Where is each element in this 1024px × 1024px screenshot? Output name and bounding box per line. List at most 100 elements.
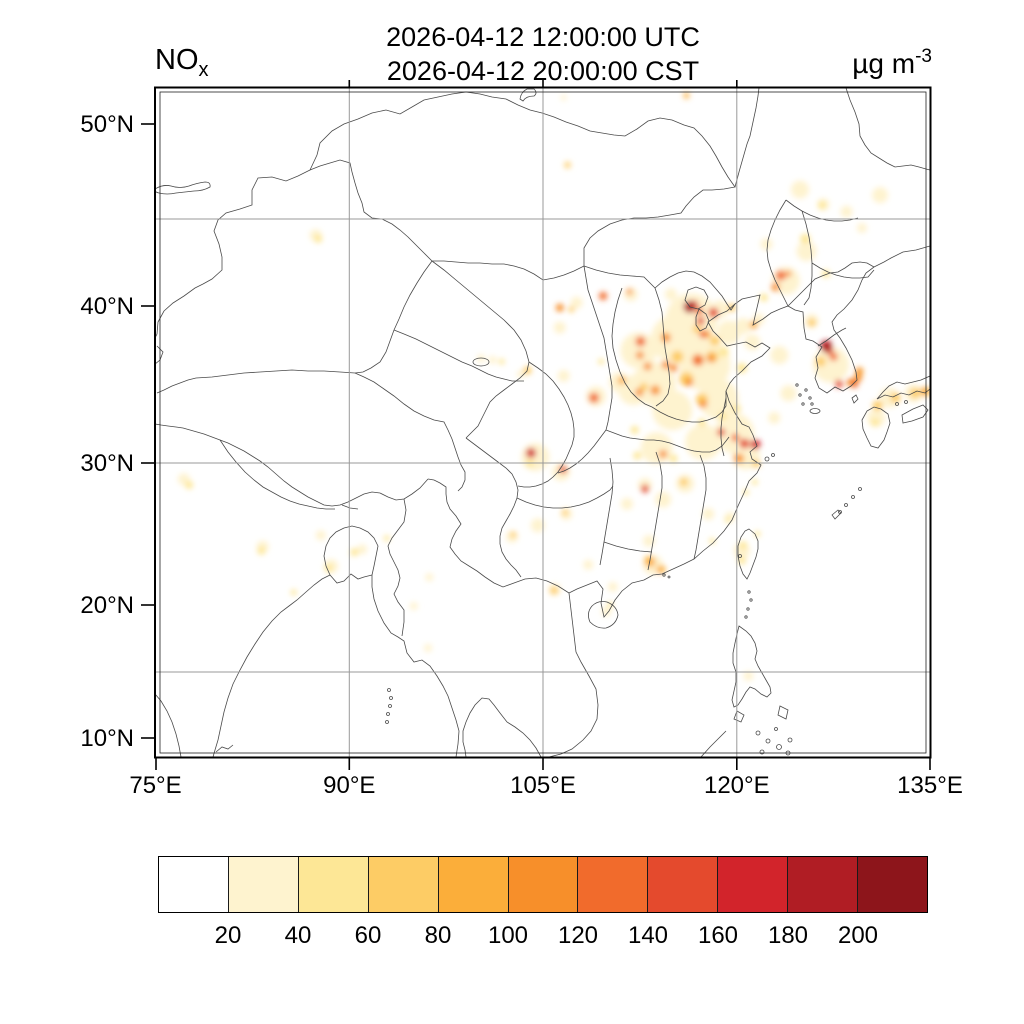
heat-blob <box>517 370 525 379</box>
border-russia-ne <box>734 88 930 188</box>
heat-blob <box>692 325 701 334</box>
colorbar-segment <box>437 857 508 912</box>
latlon-gridlines <box>155 88 930 757</box>
heat-blob <box>759 293 768 302</box>
colorbar-tick-label: 180 <box>767 922 809 949</box>
border-himalaya <box>156 423 429 507</box>
coastline-india-west <box>156 694 182 757</box>
heat-blob <box>724 516 731 523</box>
border-hebei-north <box>583 265 736 311</box>
heat-blob <box>642 535 655 547</box>
heat-blob <box>669 364 678 372</box>
colorbar-segment <box>577 857 648 912</box>
border-bangladesh <box>323 525 379 576</box>
colorbar-segment <box>717 857 788 912</box>
heat-blob <box>589 392 599 403</box>
heat-blob <box>685 378 693 387</box>
y-axis-labels: 50°N 40°N 30°N 20°N 10°N <box>80 111 134 752</box>
colorbar-tick-label: 120 <box>557 922 599 949</box>
heat-blob <box>872 400 883 411</box>
heat-blob <box>290 589 297 596</box>
island-jeju <box>809 408 821 414</box>
heat-blob <box>639 382 648 391</box>
heat-blob <box>633 451 642 460</box>
heat-blob <box>324 564 333 573</box>
border-shaanxi-west <box>583 265 613 431</box>
border-xinjiang-tibet <box>156 260 433 394</box>
heat-blob <box>659 450 668 459</box>
heat-blob <box>731 433 740 442</box>
heat-blob <box>743 671 754 681</box>
heat-blob <box>742 489 749 496</box>
heat-blob <box>656 565 665 574</box>
heat-blob <box>857 223 867 233</box>
heat-blob <box>315 530 326 541</box>
heat-blob <box>910 388 920 399</box>
colorbar-tick-label: 20 <box>214 922 242 949</box>
species-subscript: x <box>198 59 209 81</box>
heat-blob <box>872 187 889 204</box>
colorbar-segment <box>227 857 298 912</box>
x-axis-labels: 75°E 90°E 105°E 120°E 135°E <box>129 772 962 799</box>
heat-blob <box>718 347 729 357</box>
lake-balkhash <box>156 181 211 195</box>
x-tick-label: 75°E <box>129 772 181 799</box>
units-label: µg m-3 <box>852 46 932 79</box>
heat-blob <box>737 556 746 565</box>
heat-blob <box>598 358 605 365</box>
colorbar-segment <box>647 857 718 912</box>
heat-blob <box>683 92 690 99</box>
heat-blob <box>780 385 797 402</box>
heat-blob <box>815 356 826 367</box>
coastline-palk <box>215 744 234 753</box>
heat-blob <box>383 535 390 542</box>
border-hunan-guizhou <box>599 457 614 566</box>
heat-blob <box>696 317 705 325</box>
border-nepal <box>219 439 359 510</box>
heat-blob <box>890 392 901 403</box>
heat-blob <box>734 453 742 462</box>
colorbar-tick-label: 100 <box>487 922 529 949</box>
heat-blob <box>643 362 652 371</box>
heat-blob <box>735 318 752 334</box>
heat-blob <box>601 606 612 617</box>
heat-blob <box>760 238 773 251</box>
heat-blob <box>752 459 761 468</box>
heat-blob <box>717 320 741 345</box>
coastline-mainland <box>548 245 930 757</box>
colorbar-tick-label: 40 <box>284 922 312 949</box>
heat-blob <box>751 479 758 486</box>
x-tick-label: 120°E <box>704 772 770 799</box>
colorbar <box>158 856 928 913</box>
border-jiangsu-anhui <box>720 397 727 457</box>
heat-blob <box>796 241 817 262</box>
heat-blob <box>699 400 708 408</box>
heat-blob <box>599 292 608 300</box>
heat-blob <box>640 432 673 465</box>
x-tick-label: 105°E <box>510 772 576 799</box>
heat-blob <box>834 379 843 388</box>
colorbar-tick-label: 60 <box>354 922 382 949</box>
island-tsushima <box>851 394 859 404</box>
heat-blob <box>424 644 432 652</box>
island-shikoku <box>901 404 929 424</box>
heat-blob <box>850 379 859 388</box>
heat-blob <box>555 303 564 312</box>
heat-blob <box>425 573 434 582</box>
heat-blob <box>813 346 849 383</box>
heat-blob <box>510 531 517 538</box>
island-taiwan <box>737 528 759 580</box>
island-hainan <box>588 601 619 629</box>
lake-qinghai <box>472 357 490 367</box>
heat-blob <box>635 336 646 347</box>
heat-blob <box>679 478 688 487</box>
heat-blob <box>617 376 626 385</box>
border-qinghai <box>393 329 524 382</box>
island-palawan <box>700 730 727 757</box>
heat-blob <box>871 418 879 427</box>
border-assam <box>387 498 407 637</box>
heat-blob <box>526 448 536 458</box>
x-tick-label: 135°E <box>897 772 963 799</box>
colorbar-tick-label: 80 <box>424 922 452 949</box>
